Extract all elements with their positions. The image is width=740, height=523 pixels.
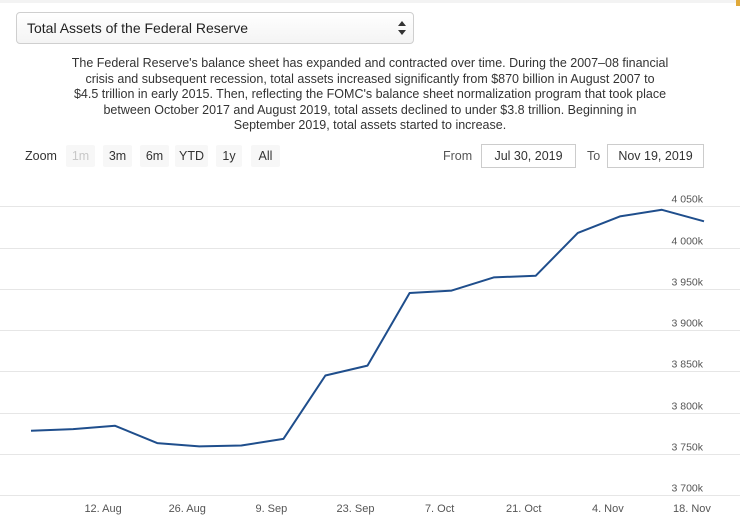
zoom-1m-button[interactable]: 1m [66,145,95,167]
zoom-6m-button[interactable]: 6m [140,145,169,167]
dataset-select-value: Total Assets of the Federal Reserve [27,20,248,36]
corner-mark [736,0,740,6]
zoom-ytd-button[interactable]: YTD [175,145,208,167]
description-line: between October 2017 and August 2019, to… [103,102,637,117]
y-tick-label: 3 850k [671,359,703,371]
zoom-1y-button[interactable]: 1y [216,145,242,167]
y-tick-label: 3 750k [671,442,703,454]
assets-line-chart: 3 700k 3 750k 3 800k 3 850k 3 900k 3 950k 4 00… [0,194,740,515]
dataset-select[interactable]: Total Assets of the Federal Reserve [16,12,414,44]
range-to-label: To [587,149,601,163]
y-axis-ticks: 3 700k 3 750k 3 800k 3 850k 3 900k 3 950k 4 00… [671,194,703,495]
x-tick-label: 12. Aug [84,503,121,515]
chart-description: The Federal Reserve's balance sheet has … [30,56,710,134]
description-line: crisis and subsequent recession, total a… [85,71,655,86]
y-tick-label: 3 800k [671,401,703,413]
range-from-label: From [443,149,473,163]
range-to-input[interactable]: Nov 19, 2019 [607,144,704,168]
y-tick-label: 4 050k [671,194,703,206]
x-axis-ticks: 12. Aug 26. Aug 9. Sep 23. Sep 7. Oct 21. Oct… [84,503,711,515]
description-line: $4.5 trillion in early 2015. Then, refle… [73,87,667,102]
zoom-3m-button[interactable]: 3m [103,145,132,167]
y-tick-label: 4 000k [671,236,703,248]
range-from-input[interactable]: Jul 30, 2019 [481,144,576,168]
select-arrows-icon [398,21,406,35]
x-tick-label: 26. Aug [169,503,206,515]
total-assets-series-line [30,208,705,448]
description-line: September 2019, total assets started to … [233,118,507,133]
description-line: The Federal Reserve's balance sheet has … [71,56,669,70]
grid-lines [0,206,740,496]
top-rule [0,0,740,3]
y-tick-label: 3 700k [671,483,703,495]
x-tick-label: 4. Nov [592,503,624,515]
x-tick-label: 18. Nov [673,503,711,515]
x-tick-label: 21. Oct [506,503,541,515]
x-tick-label: 9. Sep [255,503,287,515]
x-tick-label: 23. Sep [337,503,375,515]
y-tick-label: 3 900k [671,318,703,330]
y-tick-label: 3 950k [671,277,703,289]
zoom-all-button[interactable]: All [251,145,280,167]
zoom-label: Zoom [25,149,57,163]
x-tick-label: 7. Oct [425,503,454,515]
